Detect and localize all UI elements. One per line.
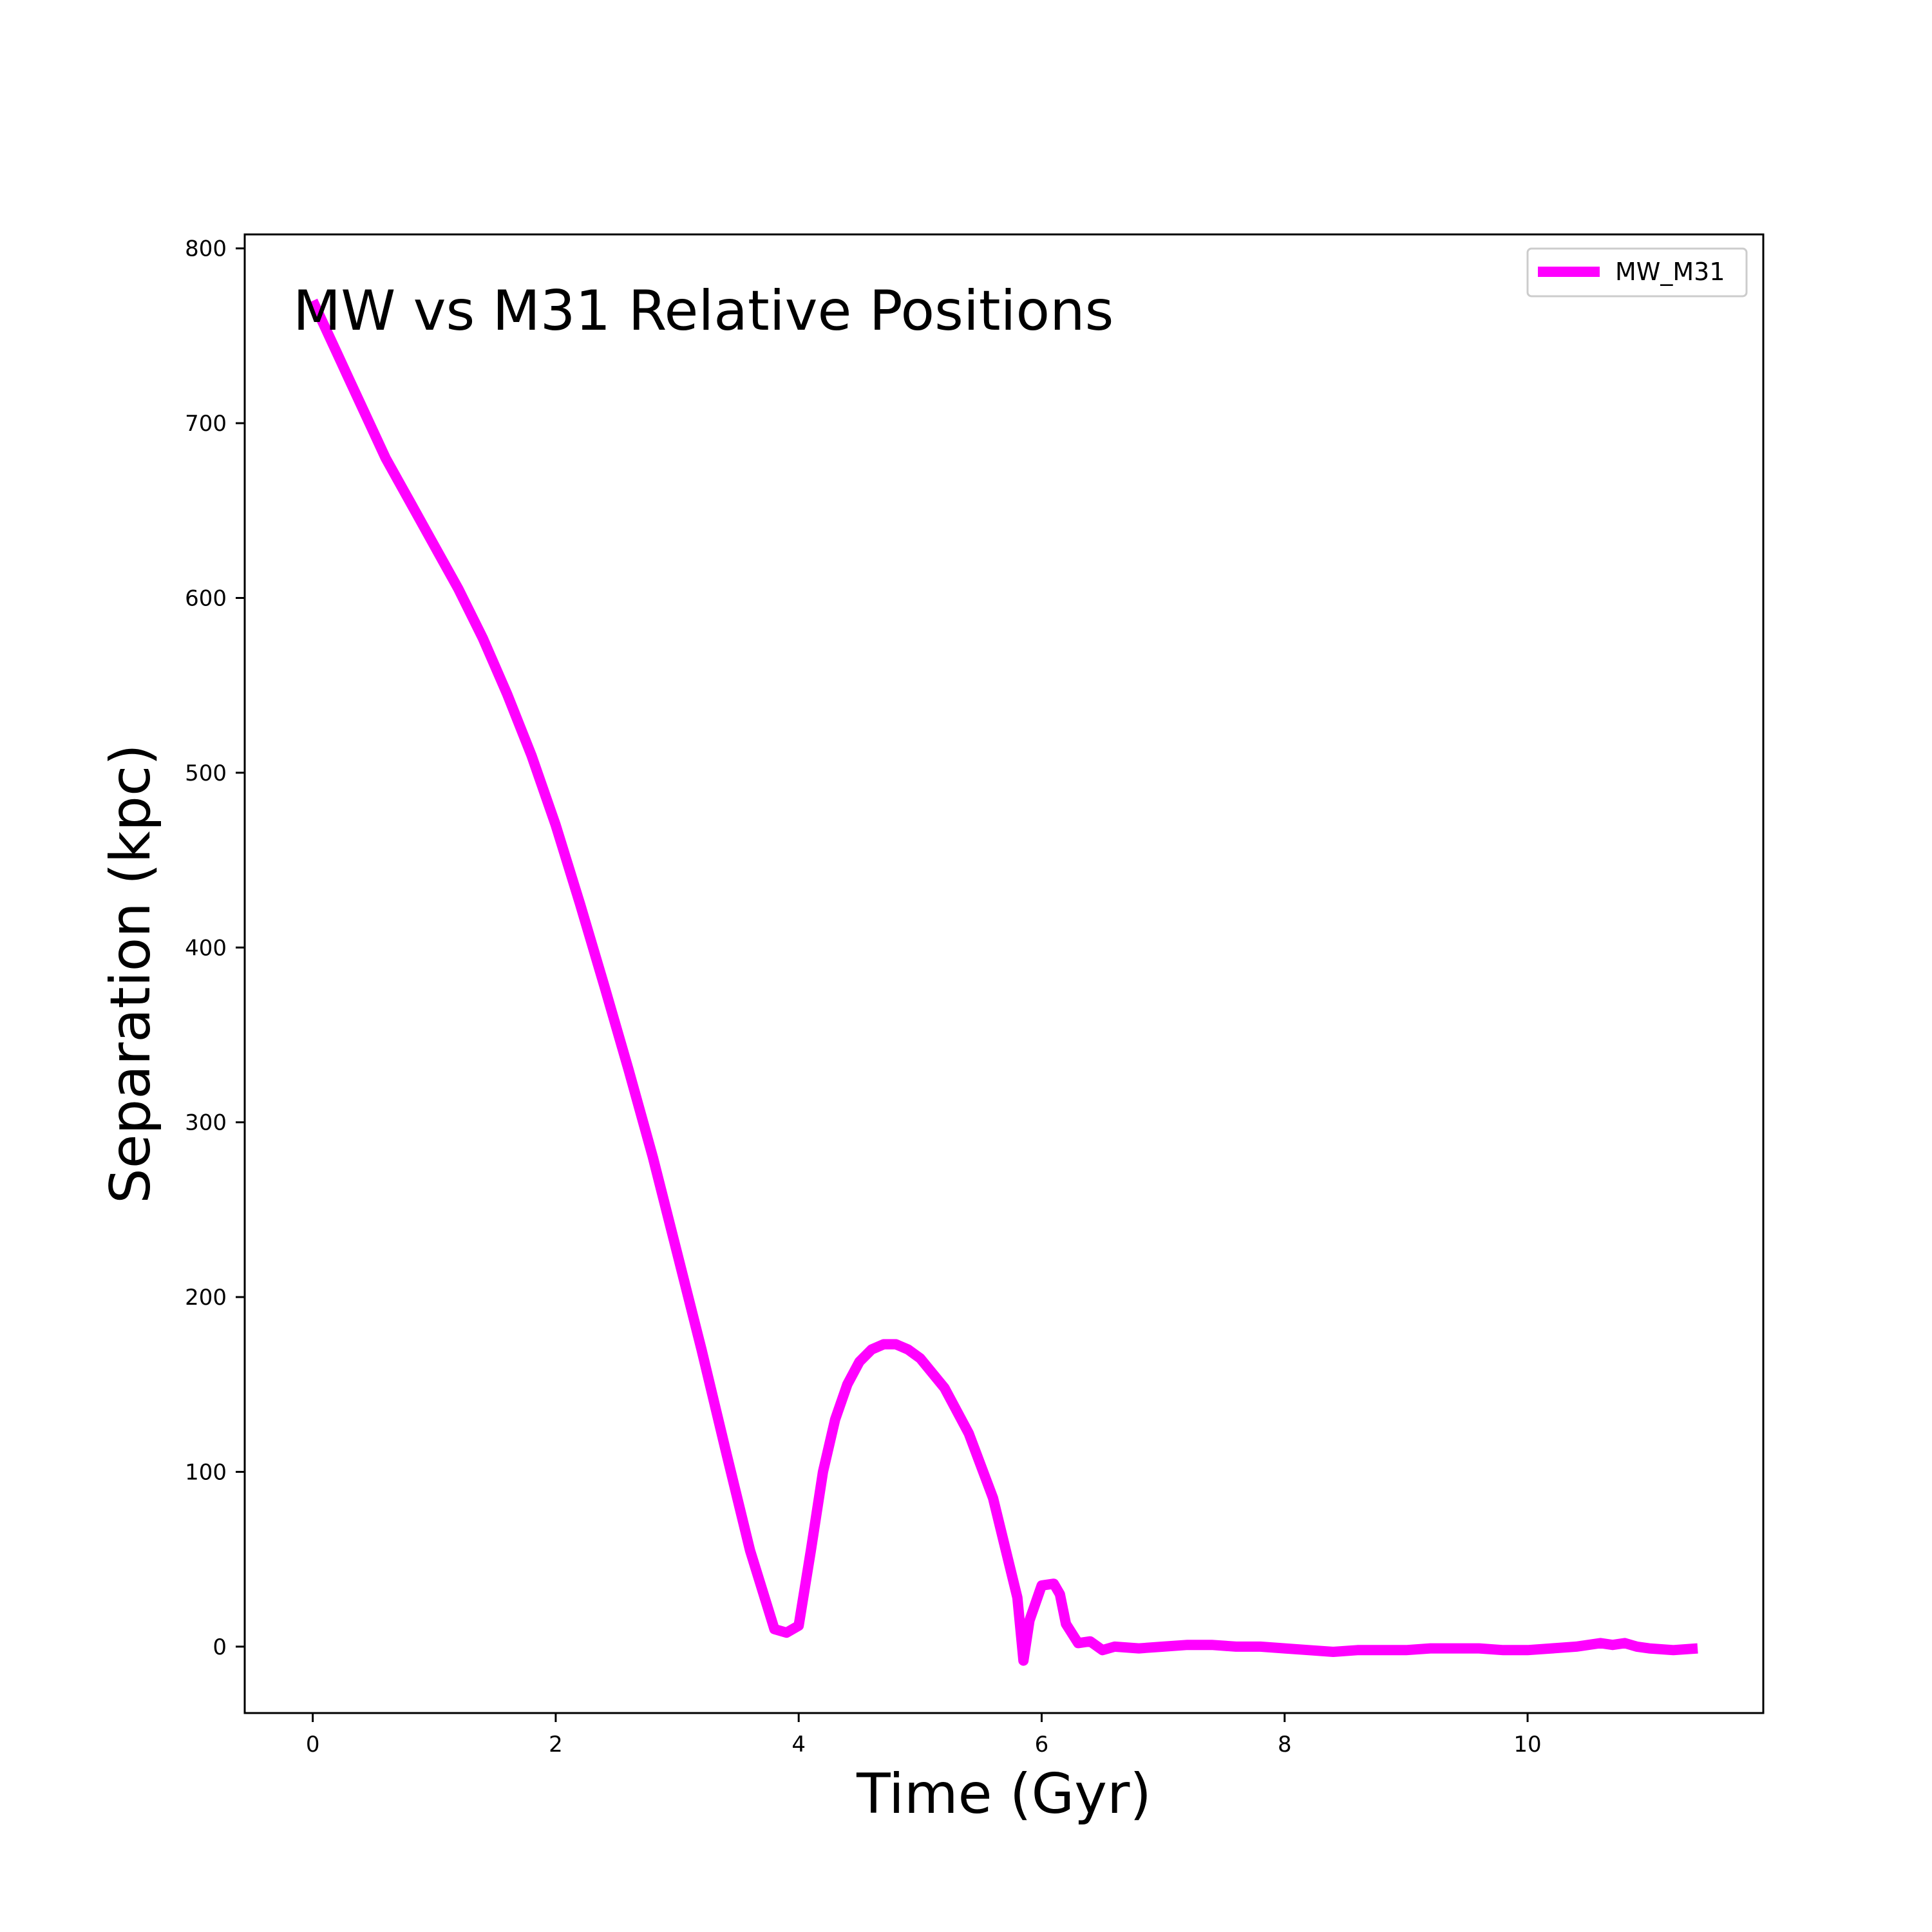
y-axis-ticks: 0 100 200 300 400 500 600 700 800 [185, 236, 245, 1660]
y-axis-label: Separation (kpc) [99, 744, 163, 1204]
y-tick-label: 500 [185, 761, 227, 786]
y-tick-label: 400 [185, 935, 227, 961]
y-tick-label: 300 [185, 1110, 227, 1136]
legend-label-mw-m31: MW_M31 [1615, 258, 1725, 286]
x-tick-label: 8 [1278, 1732, 1292, 1757]
x-tick-label: 4 [791, 1732, 806, 1757]
y-tick-label: 600 [185, 586, 227, 612]
series-line-mw-m31 [308, 298, 1698, 1666]
plot-frame [243, 233, 1765, 1714]
chart-title: MW vs M31 Relative Positions [293, 279, 1113, 343]
x-axis-ticks: 0 2 4 6 8 10 [306, 1713, 1542, 1757]
legend-box [1526, 247, 1748, 298]
x-tick-label: 2 [549, 1732, 563, 1757]
y-tick-label: 800 [185, 236, 227, 262]
legend: MW_M31 [1526, 247, 1748, 298]
y-tick-label: 200 [185, 1285, 227, 1311]
y-tick-label: 700 [185, 411, 227, 437]
series-layer [308, 298, 1698, 1666]
x-tick-label: 10 [1513, 1732, 1541, 1757]
y-tick-label: 0 [213, 1634, 227, 1660]
x-tick-label: 6 [1035, 1732, 1049, 1757]
x-tick-label: 0 [306, 1732, 320, 1757]
y-tick-label: 100 [185, 1459, 227, 1485]
x-axis-label: Time (Gyr) [856, 1762, 1151, 1826]
